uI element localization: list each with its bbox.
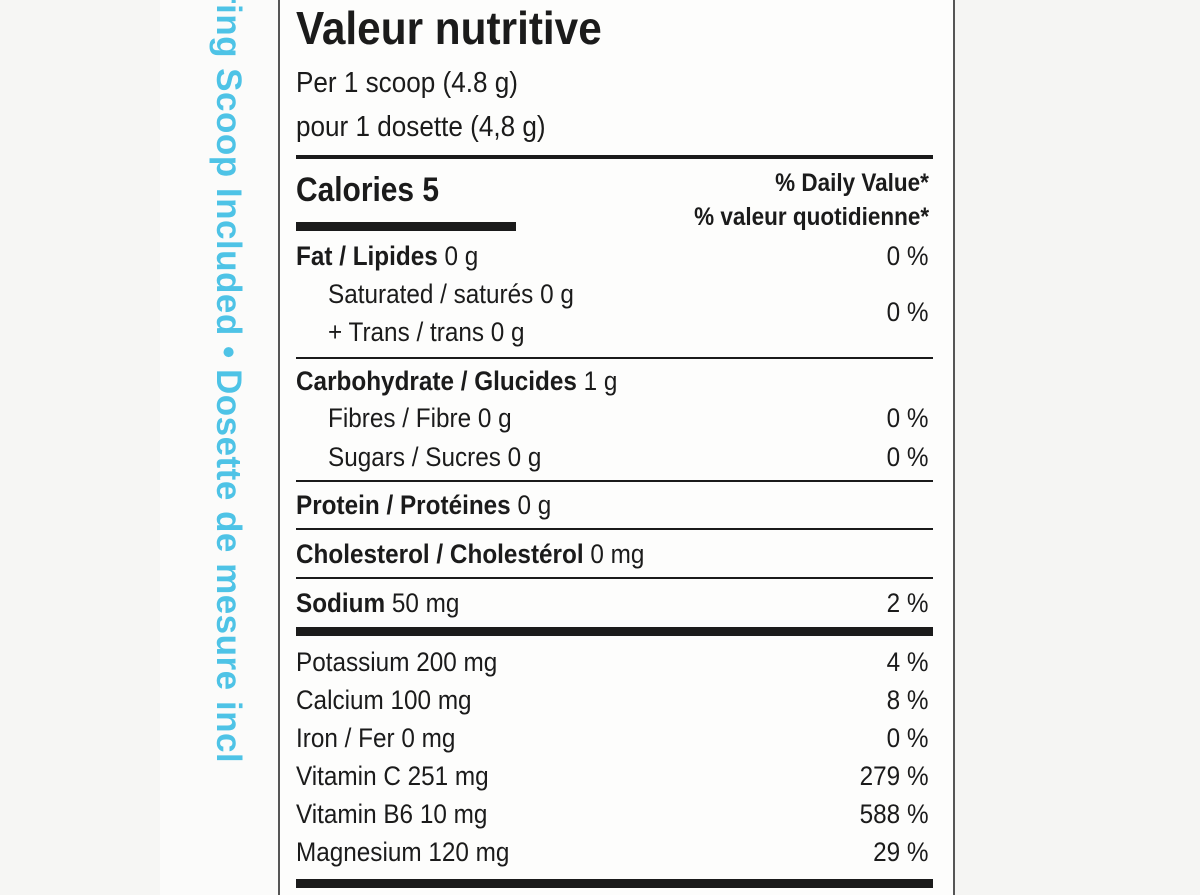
nutrition-facts-label: Valeur nutritive Per 1 scoop (4.8 g) pou… — [278, 0, 955, 895]
sugars-line: Sugars / Sucres 0 g — [328, 442, 542, 472]
daily-value-heading-en: % Daily Value* — [775, 169, 929, 197]
vitamin-c-dv: 279 % — [860, 761, 929, 791]
sodium-line: Sodium 50 mg — [296, 588, 460, 618]
mineral-calcium-dv: 8 % — [887, 685, 929, 715]
serving-size-fr: pour 1 dosette (4,8 g) — [296, 111, 546, 143]
bottom-thick-rule — [296, 879, 933, 888]
rule-after-protein — [296, 528, 933, 530]
fibre-dv: 0 % — [887, 403, 929, 433]
rule-after-cholesterol — [296, 577, 933, 579]
side-strip: suring Scoop Included • Dosette de mesur… — [160, 0, 278, 895]
mineral-magnesium: Magnesium 120 mg — [296, 837, 510, 867]
vitamin-b6: Vitamin B6 10 mg — [296, 799, 488, 829]
protein-line: Protein / Protéines 0 g — [296, 490, 552, 520]
rule-after-fat — [296, 357, 933, 359]
carbohydrate-line: Carbohydrate / Glucides 1 g — [296, 366, 618, 396]
mineral-magnesium-dv: 29 % — [873, 837, 929, 867]
calories-bar — [296, 222, 516, 231]
daily-value-heading-fr: % valeur quotidienne* — [693, 203, 929, 231]
rule-after-carbs — [296, 480, 933, 482]
label-title: Valeur nutritive — [296, 2, 602, 54]
mineral-iron: Iron / Fer 0 mg — [296, 723, 456, 753]
scoop-included-text: suring Scoop Included • Dosette de mesur… — [209, 0, 248, 764]
fibre-line: Fibres / Fibre 0 g — [328, 403, 512, 433]
sodium-dv: 2 % — [887, 588, 929, 618]
rule-under-serving — [296, 155, 933, 159]
serving-size-en: Per 1 scoop (4.8 g) — [296, 67, 518, 99]
left-background — [0, 0, 160, 895]
mineral-iron-dv: 0 % — [887, 723, 929, 753]
mineral-potassium-dv: 4 % — [887, 647, 929, 677]
thick-rule-minerals — [296, 627, 933, 636]
vitamin-c: Vitamin C 251 mg — [296, 761, 489, 791]
saturated-trans-dv: 0 % — [887, 297, 929, 327]
mineral-calcium: Calcium 100 mg — [296, 685, 472, 715]
sugars-dv: 0 % — [887, 442, 929, 472]
cholesterol-line: Cholesterol / Cholestérol 0 mg — [296, 539, 645, 569]
vitamin-b6-dv: 588 % — [860, 799, 929, 829]
saturated-line: Saturated / saturés 0 g — [328, 279, 574, 309]
mineral-potassium: Potassium 200 mg — [296, 647, 498, 677]
trans-line: + Trans / trans 0 g — [328, 317, 525, 347]
right-background — [955, 0, 1200, 895]
fat-line: Fat / Lipides 0 g — [296, 241, 479, 271]
calories: Calories 5 — [296, 171, 440, 209]
fat-dv: 0 % — [887, 241, 929, 271]
